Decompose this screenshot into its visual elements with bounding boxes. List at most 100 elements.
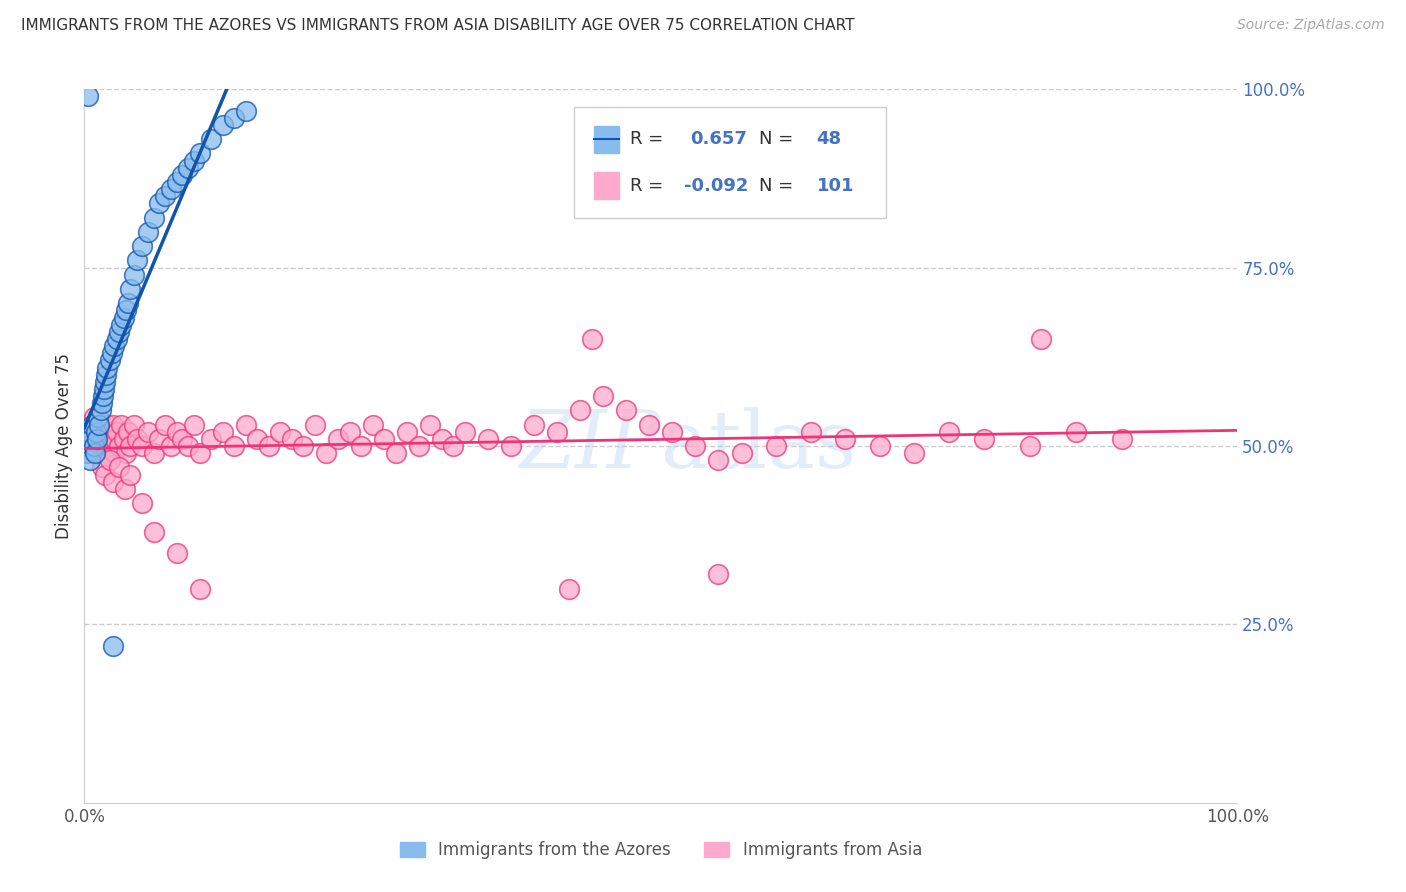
- Point: [765, 439, 787, 453]
- Point: [104, 432, 127, 446]
- Point: [177, 439, 200, 453]
- Point: [96, 368, 118, 382]
- Point: [235, 103, 257, 118]
- Point: [661, 425, 683, 439]
- Point: [114, 482, 136, 496]
- Point: [224, 111, 246, 125]
- Point: [90, 460, 112, 475]
- Text: R =: R =: [630, 177, 669, 194]
- Point: [224, 439, 246, 453]
- Point: [110, 318, 132, 332]
- Point: [177, 161, 200, 175]
- Point: [82, 425, 104, 439]
- Point: [79, 453, 101, 467]
- Point: [1031, 332, 1053, 346]
- Point: [419, 417, 441, 432]
- Point: [211, 425, 233, 439]
- Point: [93, 382, 115, 396]
- Point: [94, 375, 117, 389]
- Point: [685, 439, 707, 453]
- Point: [108, 325, 131, 339]
- Point: [112, 432, 135, 446]
- Text: N =: N =: [759, 130, 799, 148]
- Point: [98, 425, 121, 439]
- Point: [281, 432, 304, 446]
- Point: [148, 196, 170, 211]
- Point: [1064, 425, 1087, 439]
- Point: [172, 168, 194, 182]
- Point: [94, 467, 117, 482]
- Text: 48: 48: [817, 130, 842, 148]
- Point: [120, 282, 142, 296]
- Point: [869, 439, 891, 453]
- Point: [98, 453, 121, 467]
- Point: [76, 439, 98, 453]
- Point: [361, 417, 384, 432]
- Point: [408, 439, 430, 453]
- Point: [142, 446, 165, 460]
- Text: N =: N =: [759, 177, 799, 194]
- Point: [523, 417, 546, 432]
- Point: [77, 425, 100, 439]
- Text: ZIP: ZIP: [519, 408, 661, 484]
- Point: [148, 432, 170, 446]
- Point: [183, 417, 205, 432]
- Point: [235, 417, 257, 432]
- Text: -0.092: -0.092: [683, 177, 748, 194]
- Point: [86, 446, 108, 460]
- Point: [269, 425, 291, 439]
- Point: [90, 417, 112, 432]
- Point: [581, 332, 603, 346]
- Point: [83, 439, 105, 453]
- Point: [83, 446, 105, 460]
- Text: R =: R =: [630, 130, 669, 148]
- Point: [89, 417, 111, 432]
- Point: [546, 425, 568, 439]
- Point: [903, 446, 925, 460]
- Point: [127, 432, 149, 446]
- Text: 101: 101: [817, 177, 853, 194]
- Text: atlas: atlas: [661, 407, 856, 485]
- Point: [108, 460, 131, 475]
- Point: [87, 417, 110, 432]
- Point: [127, 253, 149, 268]
- Point: [103, 475, 124, 489]
- Text: 0.657: 0.657: [690, 130, 747, 148]
- Point: [166, 175, 188, 189]
- Point: [430, 432, 453, 446]
- Point: [93, 425, 115, 439]
- Point: [142, 211, 165, 225]
- Point: [96, 417, 118, 432]
- Point: [89, 432, 111, 446]
- Point: [166, 425, 188, 439]
- Point: [257, 439, 280, 453]
- Point: [153, 417, 176, 432]
- Point: [97, 439, 120, 453]
- Point: [188, 582, 211, 596]
- Point: [83, 439, 105, 453]
- Point: [89, 439, 111, 453]
- Point: [84, 432, 107, 446]
- Point: [396, 425, 419, 439]
- Point: [304, 417, 326, 432]
- Point: [131, 439, 153, 453]
- Point: [108, 439, 131, 453]
- Point: [211, 118, 233, 132]
- Point: [384, 446, 406, 460]
- Point: [557, 582, 579, 596]
- Point: [83, 417, 105, 432]
- Point: [96, 360, 118, 375]
- Point: [87, 410, 110, 425]
- Point: [90, 396, 112, 410]
- Point: [115, 446, 138, 460]
- Point: [103, 417, 124, 432]
- Point: [83, 410, 105, 425]
- FancyBboxPatch shape: [575, 107, 886, 218]
- Point: [82, 417, 104, 432]
- Point: [441, 439, 464, 453]
- Point: [89, 403, 111, 417]
- Point: [131, 239, 153, 253]
- Point: [200, 432, 222, 446]
- Point: [246, 432, 269, 446]
- Point: [76, 89, 98, 103]
